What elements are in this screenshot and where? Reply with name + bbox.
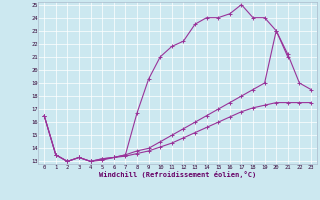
X-axis label: Windchill (Refroidissement éolien,°C): Windchill (Refroidissement éolien,°C) [99, 171, 256, 178]
